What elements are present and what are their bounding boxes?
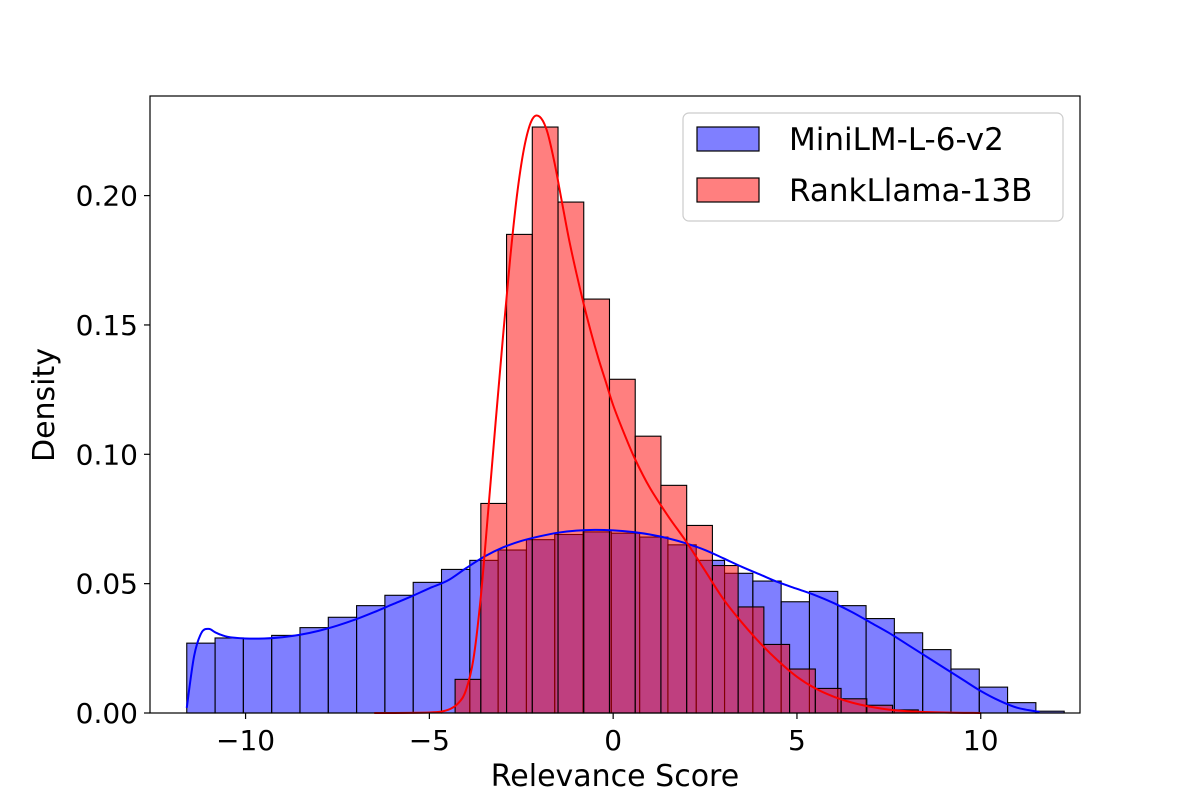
rankllama-bar — [480, 502, 508, 714]
y-tick-label: 0.15 — [76, 309, 138, 342]
y-axis-ticks: 0.00 0.05 0.10 0.15 0.20 — [76, 180, 150, 730]
rankllama-kde-line — [374, 114, 981, 714]
legend-swatch-minilm — [696, 126, 760, 152]
legend-label-rankllama: RankLlama-13B — [789, 173, 1032, 209]
rankllama-bar — [583, 298, 611, 714]
legend-label-minilm: MiniLM-L-6-v2 — [789, 122, 1004, 158]
legend: MiniLM-L-6-v2 RankLlama-13B — [682, 112, 1064, 222]
x-tick-label: 5 — [788, 724, 806, 757]
minilm-bar — [214, 637, 244, 714]
rankllama-bar — [506, 233, 533, 714]
y-tick-label: 0.05 — [76, 568, 138, 601]
rankllama-bar — [789, 668, 816, 714]
kde-lines — [185, 114, 1040, 714]
minilm-bar — [271, 634, 301, 714]
minilm-bar — [412, 581, 443, 714]
minilm-bar — [922, 649, 952, 714]
y-tick-label: 0.20 — [76, 180, 138, 213]
plot-frame — [149, 95, 1081, 714]
rankllama-bar — [557, 201, 585, 714]
minilm-kde-line — [185, 528, 1040, 713]
rankllama-bar — [814, 687, 842, 714]
legend-box — [682, 112, 1064, 222]
x-tick-label: 10 — [963, 724, 999, 757]
minilm-bar — [384, 594, 414, 714]
rankllama-bar — [531, 126, 559, 714]
rankllama-bar — [660, 484, 688, 714]
x-tick-label: −5 — [409, 724, 450, 757]
legend-swatch-rankllama — [696, 177, 760, 203]
rankllama-bar — [763, 643, 791, 714]
y-axis-label: Density — [27, 348, 62, 462]
minilm-bar — [978, 686, 1009, 714]
x-axis-ticks: −10 −5 0 5 10 — [216, 713, 999, 757]
x-axis-label: Relevance Score — [491, 759, 739, 794]
rankllama-bar — [634, 435, 662, 714]
minilm-bar — [327, 616, 358, 714]
rankllama-bar — [686, 524, 713, 714]
x-tick-label: −10 — [216, 724, 275, 757]
y-tick-label: 0.00 — [76, 697, 138, 730]
minilm-bar — [356, 605, 386, 714]
x-tick-label: 0 — [604, 724, 622, 757]
y-tick-label: 0.10 — [76, 438, 138, 471]
minilm-bar — [242, 637, 273, 714]
minilm-bar — [837, 605, 867, 714]
minilm-bar — [299, 627, 329, 714]
